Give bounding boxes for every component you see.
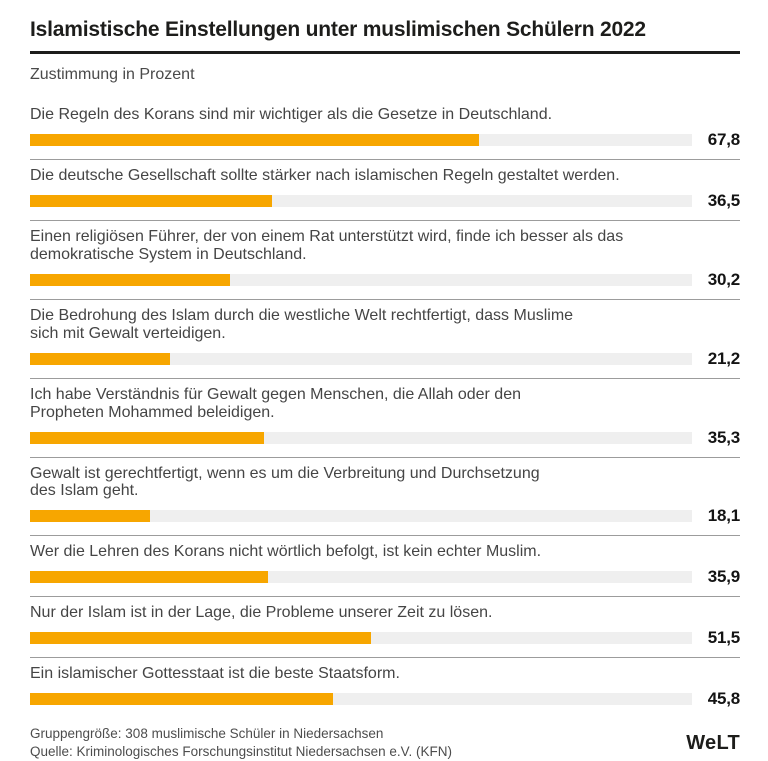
bar-track (30, 195, 692, 208)
category-label: Einen religiösen Führer, der von einem R… (30, 228, 740, 264)
bar-fill (30, 431, 264, 444)
category-label: Gewalt ist gerechtfertigt, wenn es um di… (30, 465, 740, 501)
category-label-line: Einen religiösen Führer, der von einem R… (30, 228, 624, 246)
bar-track (30, 571, 692, 584)
bar-fill (30, 273, 230, 286)
category-label: Ein islamischer Gottesstaat ist die best… (30, 665, 740, 683)
category-label-line: Die deutsche Gesellschaft sollte stärker… (30, 167, 620, 185)
bar-fill (30, 632, 371, 645)
category-label-line: Ein islamischer Gottesstaat ist die best… (30, 665, 400, 683)
value-label: 30,2 (707, 269, 740, 289)
bar-track (30, 510, 692, 523)
bar-line: 67,8 (30, 130, 740, 150)
bar-line: 30,2 (30, 270, 740, 290)
bar-track (30, 134, 692, 147)
bar-fill (30, 571, 268, 584)
value-label: 18,1 (707, 506, 740, 526)
bar-track (30, 632, 692, 645)
category-label: Wer die Lehren des Korans nicht wörtlich… (30, 543, 740, 561)
category-label-line: Die Bedrohung des Islam durch die westli… (30, 306, 574, 324)
category-label: Die Bedrohung des Islam durch die westli… (30, 307, 740, 343)
source-notes: Gruppengröße: 308 muslimische Schüler in… (30, 725, 452, 761)
category-label-line: Propheten Mohammed beleidigen. (30, 403, 275, 421)
page-title: Islamistische Einstellungen unter muslim… (30, 18, 740, 55)
bar-line: 51,5 (30, 628, 740, 648)
category-label: Die Regeln des Korans sind mir wichtiger… (30, 106, 740, 124)
category-label-line: Gewalt ist gerechtfertigt, wenn es um di… (30, 464, 540, 482)
chart-row: Wer die Lehren des Korans nicht wörtlich… (30, 536, 740, 598)
value-label: 45,8 (707, 689, 740, 709)
bar-fill (30, 693, 334, 706)
bar-track (30, 693, 692, 706)
chart-row: Die deutsche Gesellschaft sollte stärker… (30, 160, 740, 222)
chart-subtitle: Zustimmung in Prozent (30, 66, 195, 84)
bar-track (30, 273, 692, 286)
bar-chart: Die Regeln des Korans sind mir wichtiger… (30, 99, 740, 718)
value-label: 67,8 (707, 130, 740, 150)
bar-line: 18,1 (30, 506, 740, 526)
bar-line: 35,3 (30, 428, 740, 448)
bar-track (30, 431, 692, 444)
category-label-line: Ich habe Verständnis für Gewalt gegen Me… (30, 385, 521, 403)
bar-line: 45,8 (30, 689, 740, 709)
chart-row: Die Regeln des Korans sind mir wichtiger… (30, 99, 740, 161)
chart-row: Einen religiösen Führer, der von einem R… (30, 221, 740, 300)
chart-row: Nur der Islam ist in der Lage, die Probl… (30, 597, 740, 659)
bar-track (30, 352, 692, 365)
value-label: 35,9 (707, 567, 740, 587)
group-size-note: Gruppengröße: 308 muslimische Schüler in… (30, 726, 384, 742)
bar-fill (30, 352, 171, 365)
category-label-line: Wer die Lehren des Korans nicht wörtlich… (30, 543, 542, 561)
category-label: Nur der Islam ist in der Lage, die Probl… (30, 604, 740, 622)
category-label-line: des Islam geht. (30, 482, 139, 500)
category-label-line: sich mit Gewalt verteidigen. (30, 324, 226, 342)
bar-fill (30, 510, 150, 523)
bar-line: 35,9 (30, 567, 740, 587)
category-label-line: Die Regeln des Korans sind mir wichtiger… (30, 106, 553, 124)
chart-row: Ich habe Verständnis für Gewalt gegen Me… (30, 379, 740, 458)
source-note: Quelle: Kriminologisches Forschungsinsti… (30, 744, 452, 760)
value-label: 36,5 (707, 191, 740, 211)
value-label: 35,3 (707, 427, 740, 447)
bar-fill (30, 195, 272, 208)
chart-row: Die Bedrohung des Islam durch die westli… (30, 300, 740, 379)
welt-logo: WeLT (686, 731, 740, 754)
footer: Gruppengröße: 308 muslimische Schüler in… (30, 725, 740, 761)
bar-line: 36,5 (30, 191, 740, 211)
category-label-line: Nur der Islam ist in der Lage, die Probl… (30, 604, 493, 622)
chart-row: Gewalt ist gerechtfertigt, wenn es um di… (30, 458, 740, 537)
category-label: Die deutsche Gesellschaft sollte stärker… (30, 167, 740, 185)
chart-row: Ein islamischer Gottesstaat ist die best… (30, 658, 740, 718)
value-label: 51,5 (707, 628, 740, 648)
value-label: 21,2 (707, 348, 740, 368)
category-label: Ich habe Verständnis für Gewalt gegen Me… (30, 386, 740, 422)
bar-line: 21,2 (30, 349, 740, 369)
category-label-line: demokratische System in Deutschland. (30, 246, 307, 264)
bar-fill (30, 134, 479, 147)
